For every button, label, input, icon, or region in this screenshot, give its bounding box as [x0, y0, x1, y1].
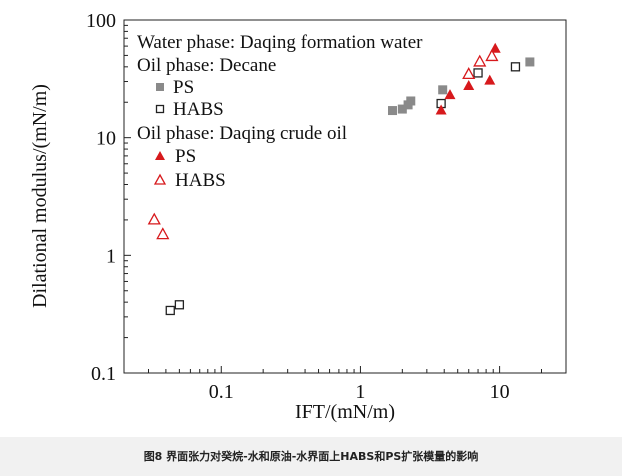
legend-ps-crude-label: PS	[175, 146, 196, 167]
data-point-habs-decane	[165, 305, 175, 316]
legend-ps-decane-label: PS	[173, 77, 194, 98]
legend-habs-decane-marker	[155, 104, 165, 114]
y-tick-label: 10	[96, 128, 116, 150]
data-point-habs-crude	[473, 54, 487, 67]
data-point-habs-crude	[485, 49, 499, 62]
legend-ps-decane-marker	[156, 83, 164, 91]
y-axis-title: Dilational modulus/(mN/m)	[29, 84, 51, 308]
data-point-habs-crude	[156, 227, 170, 240]
data-point-habs-decane	[473, 68, 483, 78]
y-tick-label: 100	[86, 10, 116, 32]
x-tick-label: 0.1	[209, 381, 234, 403]
legend-habs-decane-label: HABS	[173, 99, 224, 120]
plot-frame	[123, 19, 567, 374]
data-point-ps-crude	[484, 74, 496, 85]
legend-group-decane-title: Oil phase: Decane	[137, 55, 276, 76]
x-tick-label: 10	[490, 381, 510, 403]
data-point-ps-crude	[463, 79, 475, 90]
data-point-ps-decane	[525, 57, 535, 67]
legend: Water phase: Daqing formation water Oil …	[137, 32, 423, 191]
legend-group-crude-title: Oil phase: Daqing crude oil	[137, 123, 347, 144]
y-tick-label: 0.1	[91, 363, 116, 385]
axis-tick-labels: 0.1 1 10 0.1 1 10 100	[86, 10, 510, 403]
data-point-ps-crude	[435, 104, 447, 115]
figure-caption: 图8 界面张力对癸烷-水和原油-水界面上HABS和PS扩张模量的影响	[143, 450, 479, 463]
x-axis-title: IFT/(mN/m)	[295, 401, 395, 423]
data-point-ps-decane	[438, 85, 448, 95]
data-point-habs-decane	[510, 62, 521, 72]
data-point-ps-decane	[406, 96, 416, 106]
legend-habs-crude-marker	[153, 173, 167, 185]
caption-bar	[0, 437, 622, 476]
data-point-habs-decane	[174, 300, 185, 310]
data-point-ps-decane	[397, 104, 407, 114]
data-point-habs-crude	[462, 67, 476, 80]
data-point-ps-decane	[388, 106, 398, 116]
x-tick-label: 1	[355, 381, 365, 403]
legend-ps-crude-marker	[155, 151, 165, 160]
data-point-habs-crude	[147, 212, 161, 225]
legend-habs-crude-label: HABS	[175, 170, 226, 191]
y-tick-label: 1	[106, 245, 116, 267]
axis-ticks	[123, 19, 567, 374]
data-point-ps-crude	[444, 89, 456, 100]
legend-water-phase: Water phase: Daqing formation water	[137, 32, 423, 53]
data-points	[147, 42, 535, 316]
